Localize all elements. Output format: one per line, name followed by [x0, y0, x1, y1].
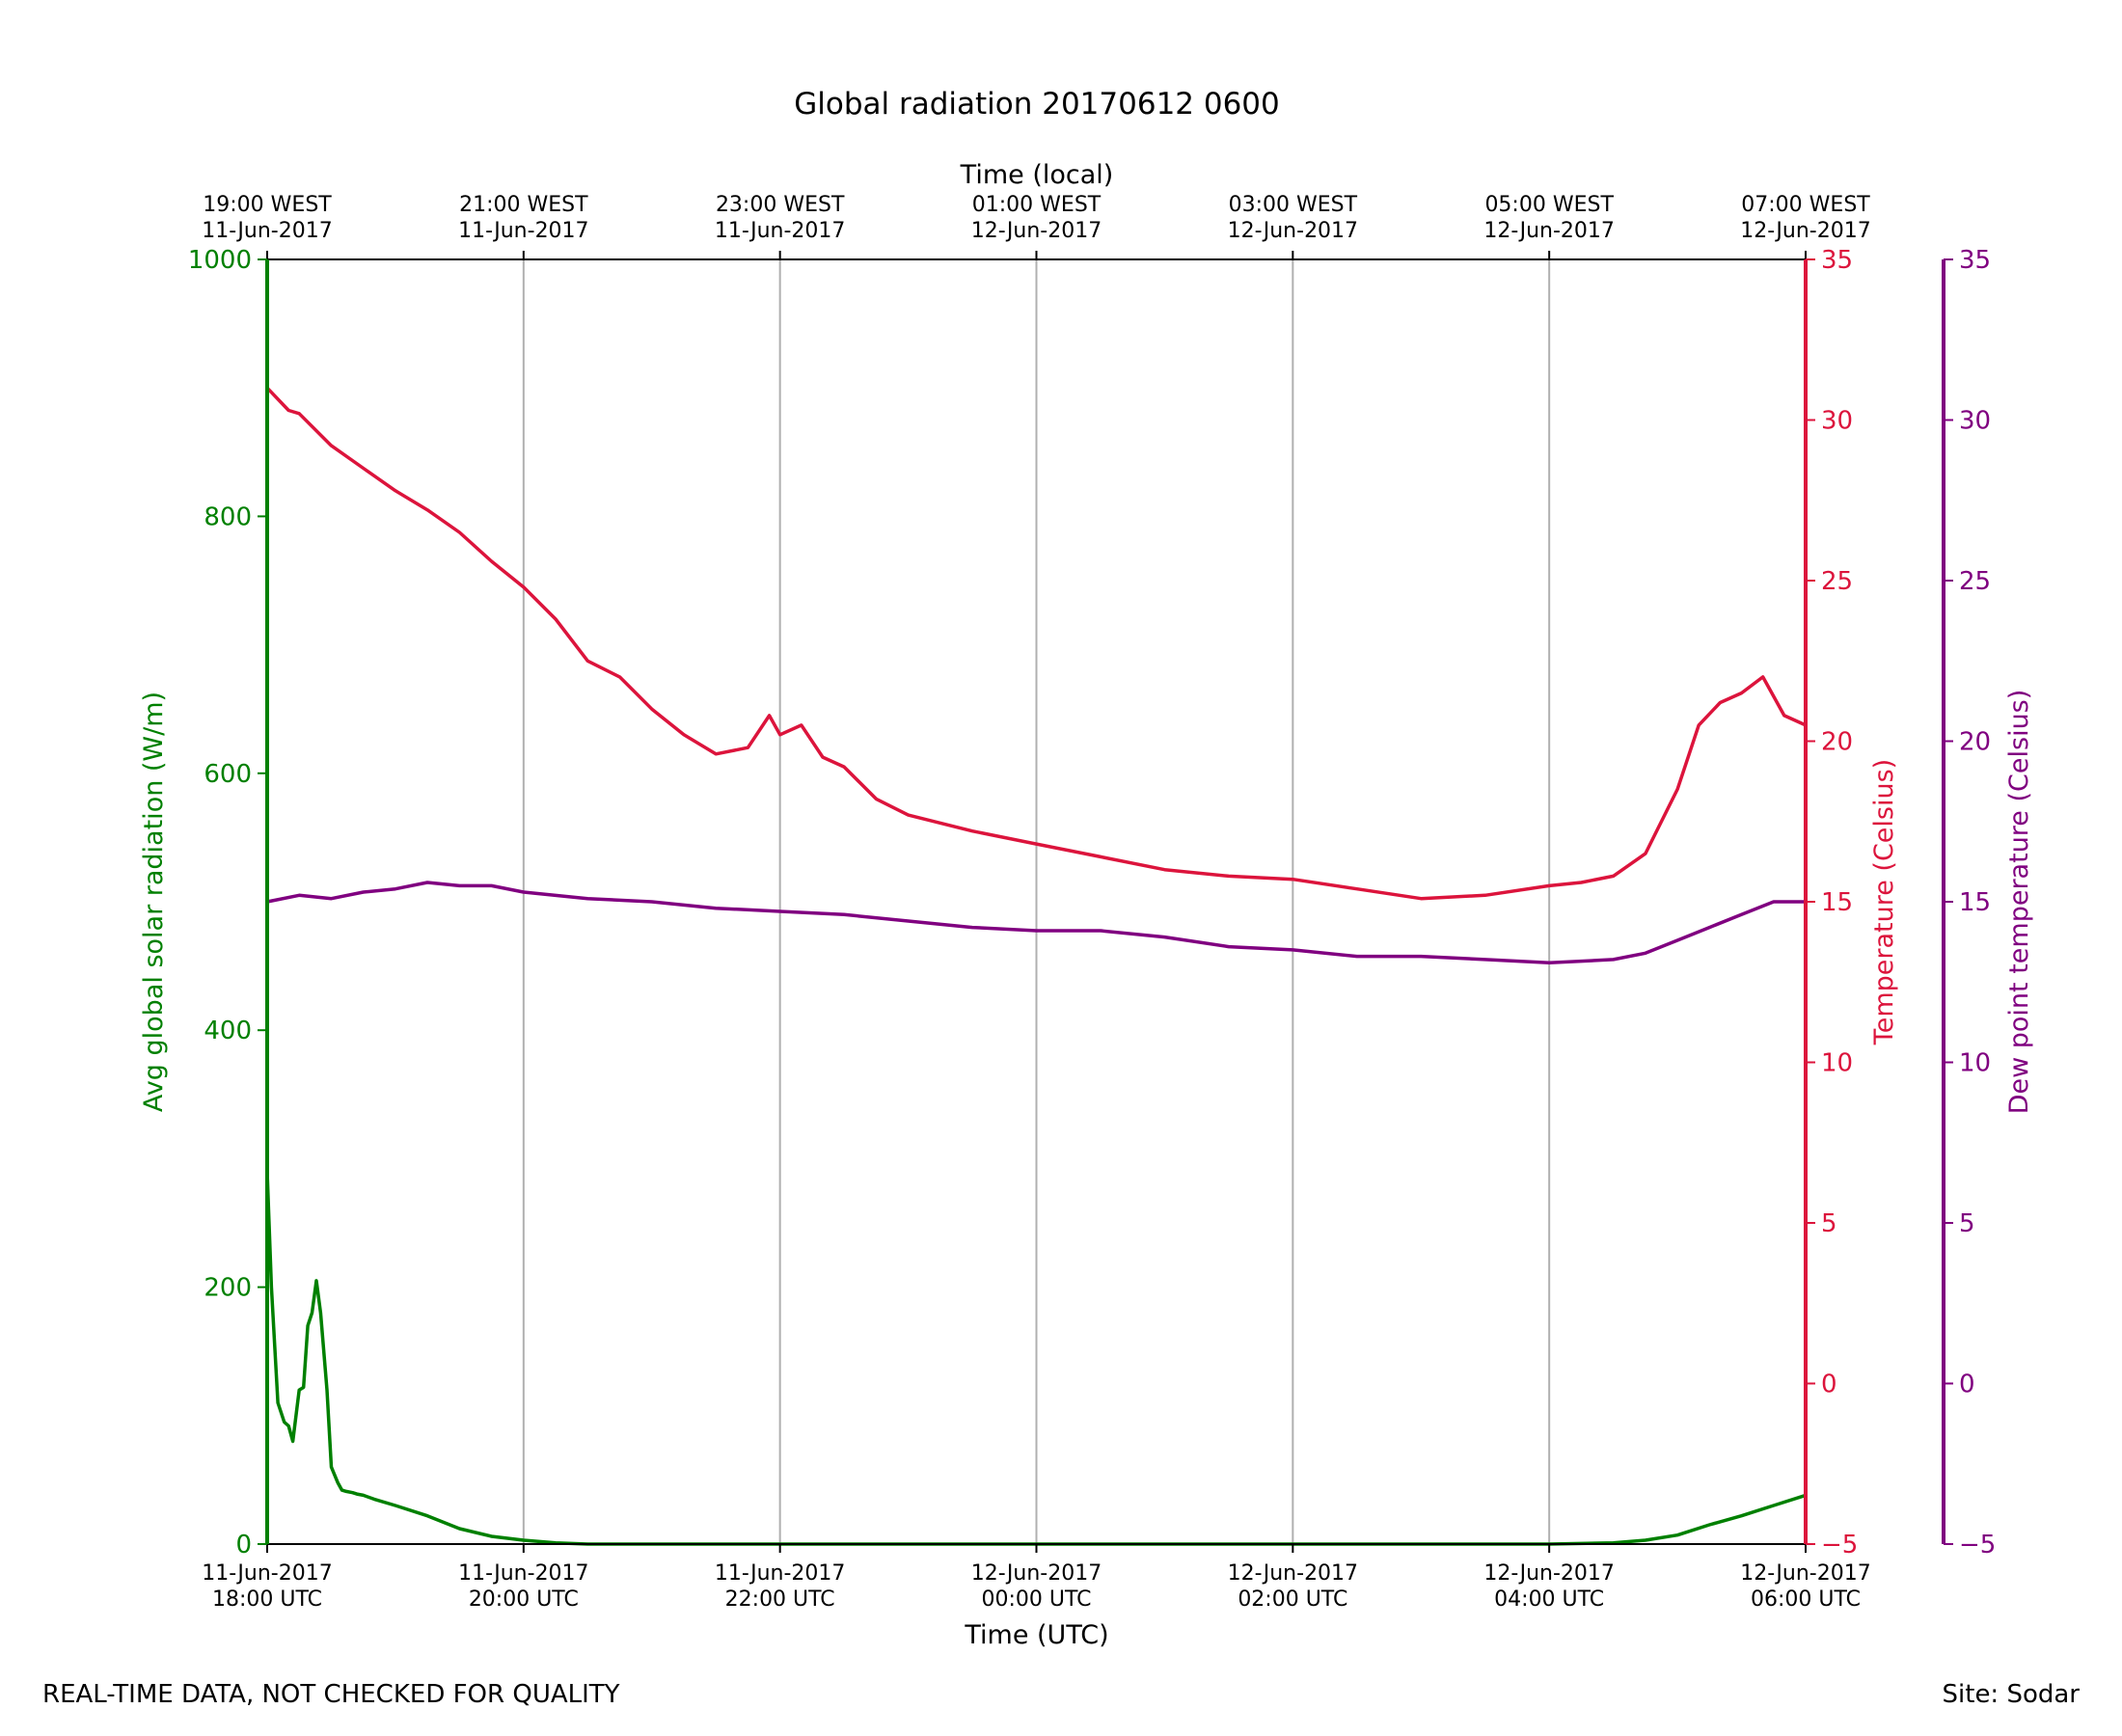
- dewpoint-tick-label: 20: [1959, 728, 1991, 757]
- site-label: Site: Sodar: [1943, 1680, 2081, 1709]
- radiation-tick-label: 1000: [188, 246, 252, 275]
- top-tick-label: 03:00 WEST: [1229, 193, 1358, 217]
- top-tick-label: 11-Jun-2017: [458, 219, 588, 243]
- radiation-axis-label: Avg global solar radiation (W/m): [139, 692, 169, 1112]
- top-tick-label: 01:00 WEST: [972, 193, 1102, 217]
- x-tick-label: 04:00 UTC: [1494, 1587, 1604, 1612]
- top-tick-label: 12-Jun-2017: [1483, 219, 1614, 243]
- temperature-tick-label: 15: [1821, 888, 1853, 917]
- dewpoint-tick-label: 5: [1959, 1209, 1975, 1238]
- x-tick-label: 12-Jun-2017: [1483, 1561, 1614, 1586]
- dewpoint-tick-label: 10: [1959, 1049, 1991, 1078]
- dewpoint-tick-label: 30: [1959, 407, 1991, 436]
- top-tick-label: 11-Jun-2017: [715, 219, 845, 243]
- x-tick-label: 11-Jun-2017: [715, 1561, 845, 1586]
- dewpoint-series-line: [265, 881, 1808, 965]
- top-tick-label: 07:00 WEST: [1741, 193, 1870, 217]
- top-tick-label: 12-Jun-2017: [1228, 219, 1358, 243]
- dewpoint-tick-label: 25: [1959, 567, 1991, 596]
- radiation-tick-label: 200: [204, 1274, 252, 1303]
- x-tick-label: 06:00 UTC: [1751, 1587, 1861, 1612]
- top-tick-label: 11-Jun-2017: [202, 219, 332, 243]
- top-tick-label: 12-Jun-2017: [1740, 219, 1870, 243]
- dewpoint-tick-label: 0: [1959, 1370, 1975, 1399]
- temperature-tick-label: −5: [1821, 1531, 1858, 1560]
- top-tick-label: 23:00 WEST: [716, 193, 845, 217]
- x-axis-label: Time (UTC): [964, 1620, 1108, 1650]
- data-quality-notice: REAL-TIME DATA, NOT CHECKED FOR QUALITY: [42, 1680, 620, 1709]
- x-tick-label: 12-Jun-2017: [1740, 1561, 1870, 1586]
- top-axis-label: Time (local): [960, 160, 1114, 190]
- grid-lines: [522, 259, 1551, 1544]
- x-tick-label: 11-Jun-2017: [458, 1561, 588, 1586]
- temperature-tick-label: 35: [1821, 246, 1853, 275]
- radiation-tick-label: 400: [204, 1017, 252, 1045]
- x-tick-label: 18:00 UTC: [212, 1587, 322, 1612]
- top-tick-label: 21:00 WEST: [459, 193, 588, 217]
- temperature-tick-label: 20: [1821, 728, 1853, 757]
- dewpoint-tick-label: 15: [1959, 888, 1991, 917]
- x-tick-label: 20:00 UTC: [469, 1587, 579, 1612]
- x-tick-label: 00:00 UTC: [981, 1587, 1091, 1612]
- temperature-tick-label: 0: [1821, 1370, 1837, 1399]
- temperature-tick-label: 30: [1821, 407, 1853, 436]
- x-tick-label: 22:00 UTC: [725, 1587, 835, 1612]
- top-tick-label: 05:00 WEST: [1484, 193, 1614, 217]
- dewpoint-axis-label: Dew point temperature (Celsius): [2004, 690, 2034, 1115]
- top-tick-label: 19:00 WEST: [203, 193, 332, 217]
- temperature-axis-label: Temperature (Celsius): [1869, 759, 1899, 1045]
- temperature-tick-label: 10: [1821, 1049, 1853, 1078]
- radiation-tick-label: 0: [235, 1531, 252, 1560]
- temperature-tick-label: 25: [1821, 567, 1853, 596]
- x-tick-label: 02:00 UTC: [1238, 1587, 1347, 1612]
- temperature-series-line: [265, 386, 1808, 901]
- radiation-tick-label: 800: [204, 502, 252, 531]
- radiation-tick-label: 600: [204, 760, 252, 789]
- x-tick-label: 12-Jun-2017: [1228, 1561, 1358, 1586]
- temperature-tick-label: 5: [1821, 1209, 1837, 1238]
- x-tick-label: 12-Jun-2017: [971, 1561, 1102, 1586]
- dewpoint-tick-label: −5: [1959, 1531, 1996, 1560]
- top-tick-label: 12-Jun-2017: [971, 219, 1102, 243]
- x-tick-label: 11-Jun-2017: [202, 1561, 332, 1586]
- dewpoint-tick-label: 35: [1959, 246, 1991, 275]
- chart-title: Global radiation 20170612 0600: [794, 87, 1280, 122]
